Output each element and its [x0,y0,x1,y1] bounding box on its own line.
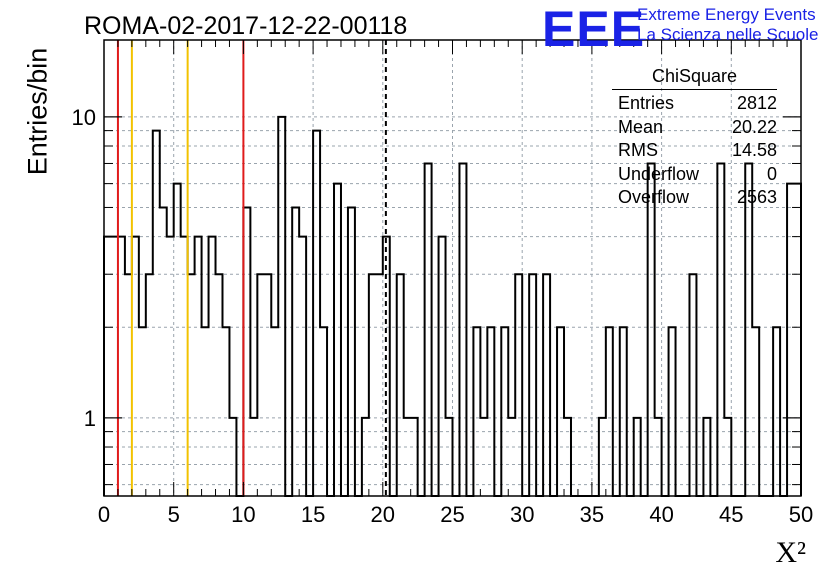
stats-row-mean: Mean 20.22 [612,116,777,140]
x-tick-label: 45 [719,502,743,527]
logo-line2: La Scienza nelle Scuole [637,25,819,44]
x-tick-label: 5 [168,502,180,527]
eee-logo: EEE [542,1,646,57]
x-tick-label: 40 [649,502,673,527]
stats-value: 20.22 [731,116,777,137]
stats-label: Overflow [618,187,690,207]
stats-value: 2563 [736,187,777,207]
stats-box: ChiSquare Entries 2812 Mean 20.22 RMS 14… [612,66,777,210]
x-tick-label: 35 [580,502,604,527]
stats-value: 0 [766,163,777,184]
stats-value: 14.58 [731,140,777,160]
chart-title: ROMA-02-2017-12-22-00118 [84,12,408,40]
x-tick-label: 50 [789,502,813,527]
x-tick-label: 25 [440,502,464,527]
stats-row-underflow: Underflow 0 [612,163,777,187]
stats-row-rms: RMS 14.58 [612,139,777,163]
x-tick-label: 0 [98,502,110,527]
stats-label: Entries [618,93,675,113]
stats-title: ChiSquare [612,66,777,90]
x-tick-label: 20 [371,502,395,527]
stats-value: 2812 [736,93,777,113]
x-tick-label: 15 [301,502,325,527]
stats-row-overflow: Overflow 2563 [612,186,777,210]
x-axis-label: X² [775,536,806,569]
x-tick-label: 10 [231,502,255,527]
x-tick-label: 30 [510,502,534,527]
y-tick-label: 10 [72,105,96,130]
y-axis-label: Entries/bin [22,47,53,176]
stats-label: RMS [618,140,658,160]
stats-row-entries: Entries 2812 [612,92,777,116]
stats-label: Underflow [618,163,700,184]
y-tick-label: 1 [84,406,96,431]
stats-label: Mean [618,116,664,137]
logo-line1: Extreme Energy Events [637,5,816,24]
